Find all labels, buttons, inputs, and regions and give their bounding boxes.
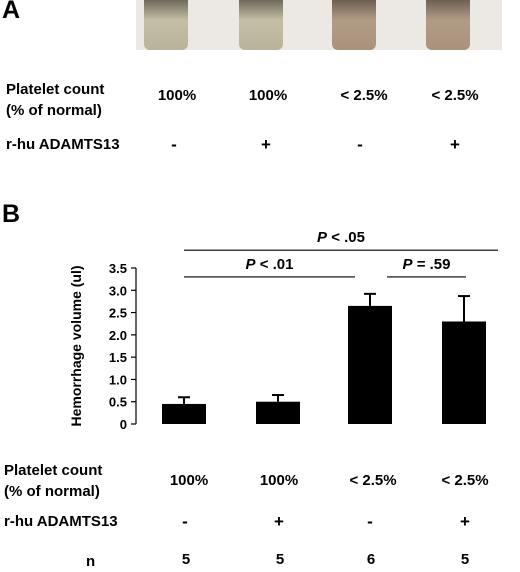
significance-label: P < .05 (317, 230, 365, 246)
bar (442, 321, 486, 424)
bars (162, 305, 486, 424)
panel-b-letter: B (2, 200, 21, 228)
panel-b-adamts-value-4: + (460, 512, 470, 531)
panel-b-platelet-label: Platelet count (% of normal) (4, 460, 102, 502)
panel-a-platelet-value-3: < 2.5% (340, 87, 388, 104)
panel-b-adamts-label: r-hu ADAMTS13 (4, 513, 118, 530)
y-axis-label: Hemorrhage volume (ul) (68, 265, 84, 426)
panel-b-n-value-2: 5 (275, 551, 285, 568)
panel-a-adamts-value-1: - (171, 135, 177, 154)
panel-b-platelet-value-3: < 2.5% (349, 472, 397, 489)
panel-b-adamts-value-2: + (274, 512, 284, 531)
panel-a-platelet-label: Platelet count (% of normal) (6, 79, 104, 121)
panel-a-adamts-value-3: - (357, 135, 363, 154)
y-tick-label: 2.0 (109, 328, 127, 343)
tubes-photo (136, 0, 502, 50)
bar (162, 403, 206, 424)
panel-a-platelet-label-line2: (% of normal) (6, 102, 102, 119)
hemorrhage-bar-chart: 0 0.5 1.0 1.5 2.0 2.5 3.0 3.5 P < .05 P < .01 P =… (68, 230, 498, 432)
bar (256, 401, 300, 424)
y-tick-label: 1.0 (109, 372, 127, 387)
panel-b-platelet-value-4: < 2.5% (441, 472, 489, 489)
y-axis: 0 0.5 1.0 1.5 2.0 2.5 3.0 3.5 (109, 261, 137, 432)
y-tick-label: 3.5 (109, 261, 127, 276)
panel-b-n-value-4: 5 (460, 551, 470, 568)
y-tick-label: 0 (120, 417, 127, 432)
panel-b-platelet-label-line1: Platelet count (4, 462, 103, 479)
y-tick-label: 1.5 (109, 350, 127, 365)
tube-1 (144, 0, 188, 50)
panel-a-platelet-value-1: 100% (157, 87, 197, 104)
y-tick-label: 2.5 (109, 306, 127, 321)
tube-2 (239, 0, 283, 50)
tube-4 (426, 0, 470, 50)
panel-b-platelet-value-1: 100% (169, 472, 209, 489)
panel-a-adamts-value-2: + (261, 135, 271, 154)
panel-b-n-value-3: 6 (366, 551, 376, 568)
y-tick-label: 3.0 (109, 283, 127, 298)
y-tick-label: 0.5 (109, 395, 127, 410)
panel-b-n-value-1: 5 (181, 551, 191, 568)
panel-a-platelet-value-4: < 2.5% (431, 87, 479, 104)
panel-a-platelet-label-line1: Platelet count (6, 81, 105, 98)
panel-b-n-label: n (86, 553, 96, 570)
panel-b-platelet-value-2: 100% (259, 472, 299, 489)
panel-a-adamts-label: r-hu ADAMTS13 (6, 136, 120, 153)
panel-b-platelet-label-line2: (% of normal) (4, 483, 100, 500)
significance-label: P = .59 (403, 256, 451, 273)
panel-a-platelet-value-2: 100% (248, 87, 288, 104)
tube-3 (332, 0, 376, 50)
panel-a-letter: A (2, 0, 21, 24)
panel-b-adamts-value-3: - (367, 512, 373, 531)
significance-label: P < .01 (246, 256, 294, 273)
panel-a-adamts-value-4: + (450, 135, 460, 154)
error-bars (178, 292, 470, 404)
panel-b-adamts-value-1: - (182, 512, 188, 531)
significance-annotations: P < .05 P < .01 P = .59 (184, 230, 498, 278)
bar (348, 305, 392, 424)
